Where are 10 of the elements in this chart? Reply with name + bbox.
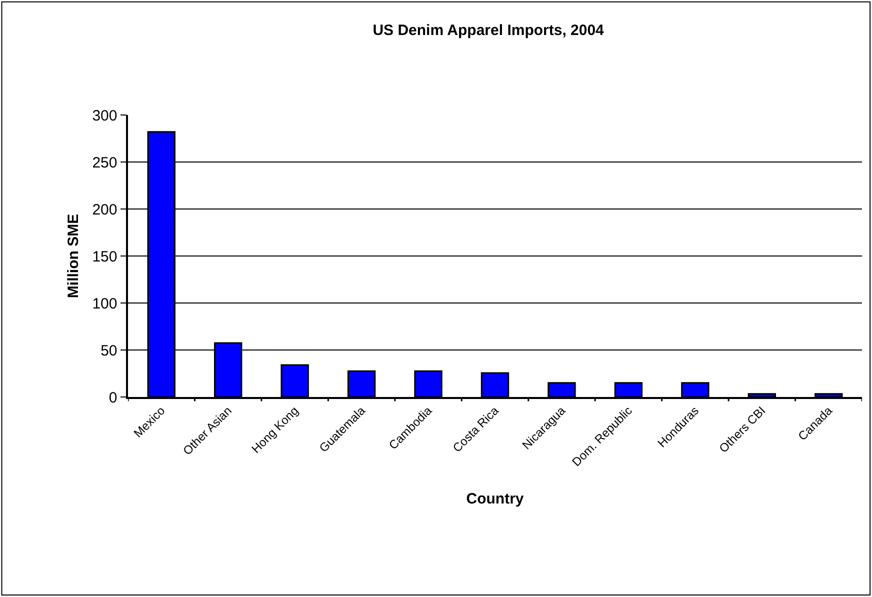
y-tick-label: 0 — [108, 389, 118, 406]
x-axis-title: Country — [466, 490, 524, 508]
chart-title: US Denim Apparel Imports, 2004 — [372, 22, 605, 40]
y-tick-label: 100 — [92, 295, 118, 312]
y-tick-label: 250 — [92, 154, 118, 172]
y-tick-label: 150 — [92, 248, 118, 266]
y-tick-label: 300 — [92, 107, 118, 124]
y-tick-label: 50 — [100, 342, 118, 360]
y-axis-title: Million SME — [64, 214, 82, 298]
y-tick-label: 200 — [92, 201, 118, 218]
